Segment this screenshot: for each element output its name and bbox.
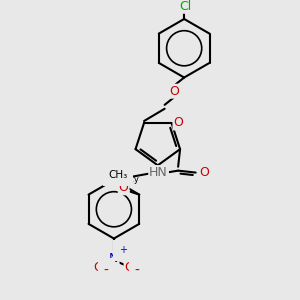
Text: -: -	[134, 264, 139, 278]
Text: CH₃: CH₃	[108, 170, 128, 180]
Text: O: O	[169, 85, 179, 98]
Text: Cl: Cl	[179, 0, 191, 13]
Text: O: O	[93, 261, 103, 274]
Text: N: N	[109, 251, 119, 265]
Text: HN: HN	[149, 166, 168, 179]
Text: -: -	[103, 264, 108, 278]
Text: methoxy: methoxy	[102, 175, 139, 184]
Text: O: O	[200, 166, 209, 179]
Text: O: O	[124, 261, 134, 274]
Text: O: O	[173, 116, 183, 130]
Text: +: +	[119, 245, 127, 255]
Text: O: O	[119, 181, 129, 194]
